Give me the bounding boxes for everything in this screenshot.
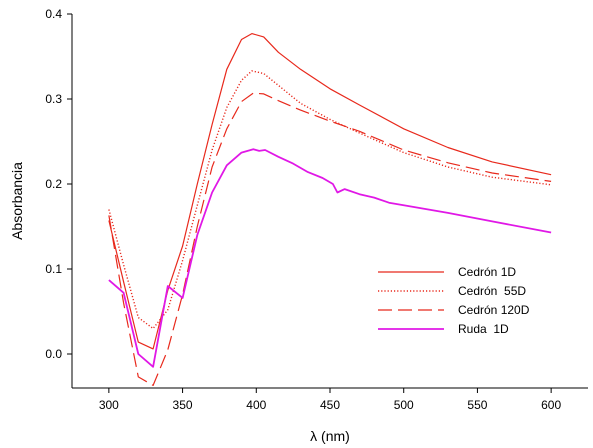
series-line-1 <box>108 32 552 350</box>
x-tick-label: 350 <box>173 398 193 412</box>
y-tick-label: 0.1 <box>45 262 62 276</box>
y-axis-label: Absorbancia <box>9 162 25 240</box>
y-tick-label: 0.3 <box>45 92 62 106</box>
legend-label-1: Cedrón 1D <box>458 265 516 279</box>
x-tick-label: 550 <box>467 398 487 412</box>
x-tick-label: 300 <box>99 398 119 412</box>
legend: Cedrón 1D Cedrón 55D Cedrón 120D Ruda 1D <box>378 265 530 336</box>
series-layer <box>108 32 552 386</box>
x-tick-label: 600 <box>541 398 561 412</box>
x-axis-label: λ (nm) <box>310 428 350 444</box>
y-tick-label: 0.4 <box>45 7 62 21</box>
y-tick-label: 0.0 <box>45 347 62 361</box>
y-tick-label: 0.2 <box>45 177 62 191</box>
legend-label-2: Cedrón 55D <box>458 284 526 298</box>
legend-label-4: Ruda 1D <box>458 322 509 336</box>
plot-frame <box>71 14 588 389</box>
x-axis: 300 350 400 450 500 550 600 <box>99 388 561 412</box>
x-tick-label: 400 <box>246 398 266 412</box>
series-line-4 <box>108 148 552 368</box>
x-tick-label: 500 <box>394 398 414 412</box>
x-tick-label: 450 <box>320 398 340 412</box>
series-line-3 <box>108 92 552 386</box>
y-axis: 0.0 0.1 0.2 0.3 0.4 <box>45 7 72 361</box>
legend-label-3: Cedrón 120D <box>458 303 530 317</box>
